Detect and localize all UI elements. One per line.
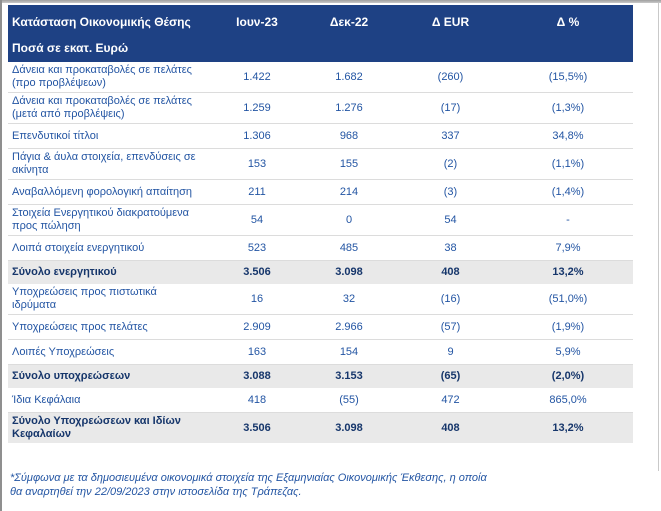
row-label: Ίδια Κεφάλαια bbox=[12, 393, 81, 406]
cell-delta-eur: (65) bbox=[440, 370, 461, 382]
cell-dec22: 3.098 bbox=[335, 266, 363, 278]
table-row: Λοιπά στοιχεία ενεργητικού 523 485 38 7,… bbox=[8, 236, 633, 261]
cell-dec22: 968 bbox=[339, 129, 359, 142]
column-header-delta-pct: Δ % bbox=[556, 15, 580, 29]
cell-dec22: 485 bbox=[339, 241, 359, 254]
cell-dec22: 2.966 bbox=[335, 320, 363, 333]
cell-delta-eur: (57) bbox=[440, 320, 461, 333]
cell-delta-eur: (2) bbox=[443, 157, 458, 170]
cell-dec22: 155 bbox=[339, 157, 359, 170]
row-label: Στοιχεία Ενεργητικού διακρατούμενα προς … bbox=[12, 207, 189, 232]
cell-delta-eur: (16) bbox=[440, 292, 461, 305]
row-label: Δάνεια και προκαταβολές σε πελάτες (προ … bbox=[12, 64, 192, 89]
cell-dec22: (55) bbox=[339, 393, 359, 406]
cell-delta-eur: 54 bbox=[444, 213, 457, 226]
footnote-line-1: *Σύμφωνα με τα δημοσιευμένα οικονομικά σ… bbox=[10, 472, 487, 484]
cell-delta-pct: (1,3%) bbox=[551, 101, 585, 114]
table-header: Κατάσταση Οικονομικής Θέσης Ποσά σε εκατ… bbox=[8, 5, 633, 62]
cell-jun23: 163 bbox=[247, 345, 267, 358]
row-label: Σύνολο Υποχρεώσεων και Ιδίων Κεφαλαίων bbox=[12, 415, 181, 440]
cell-delta-eur: 38 bbox=[444, 241, 457, 254]
row-label: Δάνεια και προκαταβολές σε πελάτες (μετά… bbox=[12, 95, 192, 120]
cell-delta-pct: 13,2% bbox=[552, 266, 584, 278]
cell-dec22: 154 bbox=[339, 345, 359, 358]
cell-delta-pct: (51,0%) bbox=[548, 292, 588, 305]
row-label: Πάγια & άυλα στοιχεία, επενδύσεις σε ακί… bbox=[12, 151, 196, 176]
cell-jun23: 1.422 bbox=[243, 70, 271, 83]
cell-delta-eur: (260) bbox=[437, 70, 464, 83]
row-label: Σύνολο υποχρεώσεων bbox=[12, 370, 131, 382]
row-label: Λοιπές Υποχρεώσεις bbox=[12, 345, 115, 358]
table-row-total-liabilities: Σύνολο υποχρεώσεων 3.088 3.153 (65) (2,0… bbox=[8, 365, 633, 388]
cell-delta-pct: (15,5%) bbox=[548, 70, 588, 83]
cell-jun23: 3.506 bbox=[243, 421, 271, 434]
cell-delta-eur: 9 bbox=[447, 345, 454, 358]
cell-jun23: 1.306 bbox=[243, 129, 271, 142]
table-row: Στοιχεία Ενεργητικού διακρατούμενα προς … bbox=[8, 205, 633, 236]
table-title: Κατάσταση Οικονομικής Θέσης bbox=[12, 15, 191, 29]
table-row: Υποχρεώσεις προς πελάτες 2.909 2.966 (57… bbox=[8, 315, 633, 340]
window-top-border bbox=[0, 0, 661, 3]
cell-delta-eur: 408 bbox=[441, 266, 460, 278]
cell-jun23: 16 bbox=[250, 292, 264, 305]
row-label: Αναβαλλόμενη φορολογική απαίτηση bbox=[12, 185, 193, 198]
cell-dec22: 3.098 bbox=[335, 421, 363, 434]
cell-jun23: 523 bbox=[247, 241, 267, 254]
cell-delta-pct: 865,0% bbox=[549, 393, 587, 406]
table-row: Υποχρεώσεις προς πιστωτικά ιδρύματα 16 3… bbox=[8, 284, 633, 315]
table-row: Δάνεια και προκαταβολές σε πελάτες (μετά… bbox=[8, 93, 633, 124]
column-header-jun23: Ιουν-23 bbox=[236, 15, 278, 29]
table-subtitle: Ποσά σε εκατ. Ευρώ bbox=[12, 41, 129, 55]
financial-position-table: Κατάσταση Οικονομικής Θέσης Ποσά σε εκατ… bbox=[8, 5, 633, 443]
table-row: Αναβαλλόμενη φορολογική απαίτηση 211 214… bbox=[8, 180, 633, 205]
table-row: Ίδια Κεφάλαια 418 (55) 472 865,0% bbox=[8, 388, 633, 413]
table-row-total-liabilities-equity: Σύνολο Υποχρεώσεων και Ιδίων Κεφαλαίων 3… bbox=[8, 413, 633, 443]
cell-delta-eur: 472 bbox=[441, 393, 460, 406]
cell-jun23: 1.259 bbox=[243, 101, 271, 114]
window-left-border bbox=[0, 0, 2, 511]
table-row-total-assets: Σύνολο ενεργητικού 3.506 3.098 408 13,2% bbox=[8, 261, 633, 284]
cell-delta-pct: 13,2% bbox=[552, 421, 584, 434]
cell-delta-eur: 408 bbox=[441, 421, 460, 434]
cell-delta-pct: (1,4%) bbox=[551, 185, 585, 198]
cell-delta-eur: 337 bbox=[441, 129, 460, 142]
cell-jun23: 2.909 bbox=[243, 320, 271, 333]
cell-dec22: 214 bbox=[339, 185, 359, 198]
row-label: Σύνολο ενεργητικού bbox=[12, 266, 117, 278]
table-row: Πάγια & άυλα στοιχεία, επενδύσεις σε ακί… bbox=[8, 149, 633, 180]
cell-jun23: 418 bbox=[247, 393, 267, 406]
cell-dec22: 1.276 bbox=[335, 101, 363, 114]
cell-delta-pct: 7,9% bbox=[555, 241, 581, 254]
cell-delta-pct: (2,0%) bbox=[551, 370, 585, 382]
page-right-border bbox=[658, 3, 659, 471]
cell-delta-pct: (1,9%) bbox=[551, 320, 585, 333]
footnote-line-2: θα αναρτηθεί την 22/09/2023 στην ιστοσελ… bbox=[10, 486, 302, 498]
row-label: Επενδυτικοί τίτλοι bbox=[12, 129, 99, 142]
column-header-delta-eur: Δ EUR bbox=[431, 15, 470, 29]
column-header-dec22: Δεκ-22 bbox=[329, 15, 369, 29]
cell-dec22: 3.153 bbox=[335, 370, 363, 382]
cell-jun23: 3.088 bbox=[243, 370, 271, 382]
table-row: Επενδυτικοί τίτλοι 1.306 968 337 34,8% bbox=[8, 124, 633, 149]
cell-delta-eur: (17) bbox=[440, 101, 461, 114]
cell-dec22: 0 bbox=[345, 213, 353, 226]
cell-jun23: 211 bbox=[248, 185, 266, 198]
row-label: Λοιπά στοιχεία ενεργητικού bbox=[12, 241, 145, 254]
row-label: Υποχρεώσεις προς πιστωτικά ιδρύματα bbox=[12, 286, 157, 311]
table-title-cell: Κατάσταση Οικονομικής Θέσης Ποσά σε εκατ… bbox=[8, 15, 214, 62]
cell-jun23: 153 bbox=[247, 157, 267, 170]
cell-delta-pct: 5,9% bbox=[555, 345, 581, 358]
row-label: Υποχρεώσεις προς πελάτες bbox=[12, 320, 148, 333]
cell-delta-pct: 34,8% bbox=[552, 129, 584, 142]
table-row: Λοιπές Υποχρεώσεις 163 154 9 5,9% bbox=[8, 340, 633, 365]
cell-dec22: 32 bbox=[342, 292, 356, 305]
cell-jun23: 3.506 bbox=[243, 266, 271, 278]
footnote: *Σύμφωνα με τα δημοσιευμένα οικονομικά σ… bbox=[10, 471, 620, 499]
cell-delta-eur: (3) bbox=[443, 185, 458, 198]
cell-delta-pct: - bbox=[566, 213, 570, 226]
cell-jun23: 54 bbox=[250, 213, 264, 226]
cell-dec22: 1.682 bbox=[335, 70, 363, 83]
table-row: Δάνεια και προκαταβολές σε πελάτες (προ … bbox=[8, 62, 633, 93]
cell-delta-pct: (1,1%) bbox=[551, 157, 585, 170]
